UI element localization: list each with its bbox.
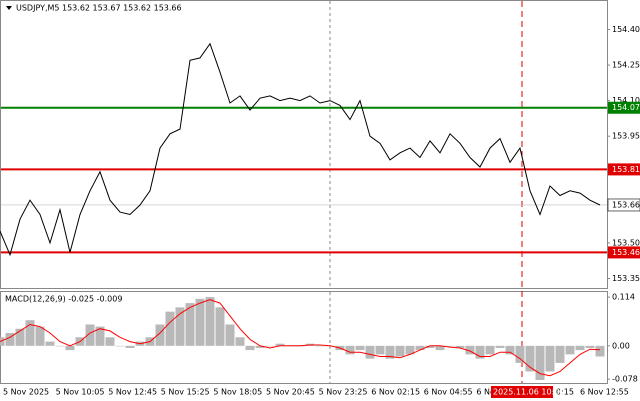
macd-bar <box>585 345 595 348</box>
macd-bar <box>0 337 5 346</box>
x-tick-label: 6 Nov 12:55 <box>580 388 629 397</box>
price-line <box>0 42 601 257</box>
macd-title: MACD(12,26,9) -0.025 -0.009 <box>5 295 122 304</box>
macd-bar <box>405 345 415 355</box>
y-tick-label: 0.114 <box>612 293 635 302</box>
macd-bar <box>365 345 375 359</box>
y-tick-label: 154.40 <box>612 25 640 34</box>
x-tick-label: 5 Nov 2025 <box>3 388 49 397</box>
macd-bar <box>125 345 135 348</box>
macd-bar <box>275 343 285 346</box>
macd-bar <box>385 345 395 359</box>
macd-bar <box>575 345 585 351</box>
macd-bar <box>255 345 265 348</box>
macd-bar <box>555 345 565 363</box>
macd-bar <box>55 345 65 347</box>
x-tick-label: 5 Nov 18:05 <box>213 388 262 397</box>
macd-bar <box>155 324 165 346</box>
time-marker-label-bg <box>491 386 553 398</box>
macd-bar <box>115 345 125 347</box>
macd-bar <box>395 345 405 357</box>
macd-bar <box>85 324 95 346</box>
y-tick-label: 153.35 <box>612 274 640 283</box>
macd-bar <box>445 345 455 347</box>
current-price-label: 153.66 <box>612 200 640 209</box>
macd-bar <box>15 328 25 346</box>
macd-bar <box>195 298 205 346</box>
level-label: 153.46 <box>612 248 640 257</box>
y-tick-label: 154.25 <box>612 61 640 70</box>
macd-bar <box>95 326 105 346</box>
macd-bar <box>545 345 555 372</box>
macd-bar <box>435 345 445 351</box>
main-panel-frame <box>0 0 608 289</box>
macd-bar <box>475 345 485 359</box>
x-tick-label: 6 Nov 04:55 <box>424 388 473 397</box>
macd-bar <box>175 307 185 346</box>
macd-bar <box>495 345 505 348</box>
x-tick-label: 5 Nov 15:25 <box>161 388 210 397</box>
macd-bar <box>185 303 195 346</box>
macd-bar <box>505 345 515 355</box>
macd-bar <box>5 333 15 346</box>
y-tick-label: 154.10 <box>612 96 640 105</box>
y-tick-label: 0.00 <box>612 341 630 350</box>
macd-bar <box>205 297 215 346</box>
macd-bar <box>465 345 475 355</box>
level-label: 153.81 <box>612 165 640 174</box>
quote: 153.62 153.67 153.62 153.66 <box>62 4 182 13</box>
y-tick-label: 153.95 <box>612 132 640 141</box>
macd-bar <box>215 307 225 346</box>
x-tick-label: 6 Nov <box>476 388 500 397</box>
macd-bar <box>105 337 115 346</box>
macd-bar <box>235 337 245 346</box>
x-tick-label: 5 Nov 10:05 <box>56 388 105 397</box>
level-label-bg <box>608 101 640 114</box>
signal-line <box>0 299 601 377</box>
macd-bar <box>245 345 255 351</box>
macd-bar <box>165 311 175 346</box>
macd-bar <box>485 345 495 355</box>
y-tick-label: 153.50 <box>612 238 640 247</box>
level-label-bg <box>608 246 640 259</box>
macd-bar <box>35 326 45 346</box>
x-tick-label: 5 Nov 23:25 <box>319 388 368 397</box>
macd-bar <box>355 345 365 351</box>
level-label: 154.07 <box>612 103 640 112</box>
macd-bar <box>535 345 545 381</box>
macd-bar <box>345 345 355 355</box>
x-tick-label: 0:15 <box>556 388 574 397</box>
current-price-bg <box>607 198 640 212</box>
level-label-bg <box>608 163 640 176</box>
macd-bar <box>515 345 525 363</box>
macd-bar <box>315 345 325 347</box>
macd-bar <box>45 341 55 346</box>
symbol-icon <box>6 6 12 10</box>
macd-bar <box>65 345 75 351</box>
macd-bar <box>25 320 35 346</box>
macd-bar <box>225 324 235 346</box>
macd-bar <box>455 345 465 348</box>
x-tick-label: 6 Nov 02:15 <box>371 388 420 397</box>
x-tick-label: 5 Nov 12:45 <box>108 388 157 397</box>
time-marker-label: 2025.11.06 10:00 <box>493 388 564 397</box>
macd-bar <box>415 345 425 351</box>
symbol: USDJPY,M5 <box>16 4 60 13</box>
macd-bar <box>265 345 275 347</box>
x-tick-label: 5 Nov 20:45 <box>266 388 315 397</box>
y-tick-label: -0.078 <box>612 375 638 384</box>
macd-bar <box>425 345 435 348</box>
macd-bar <box>595 345 605 357</box>
macd-bar <box>375 345 385 355</box>
macd-bar <box>525 345 535 372</box>
macd-bar <box>565 345 575 355</box>
